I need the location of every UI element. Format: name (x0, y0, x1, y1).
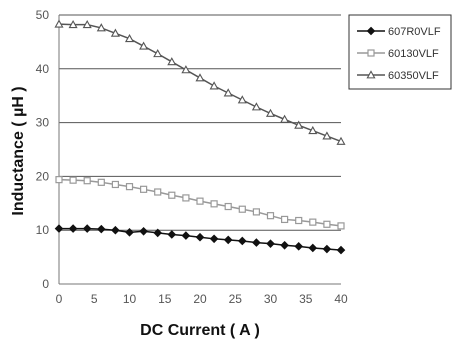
data-point (223, 235, 233, 245)
legend-box (348, 14, 452, 90)
data-point (54, 19, 64, 28)
data-point (294, 242, 304, 251)
data-point (209, 81, 219, 90)
data-point (167, 57, 177, 66)
data-point (308, 125, 318, 135)
data-point (68, 224, 78, 233)
data-point (308, 243, 318, 253)
x-tick-label: 25 (229, 292, 243, 306)
legend-label: 607R0VLF (388, 26, 441, 38)
data-point (181, 231, 191, 240)
data-point (266, 212, 275, 220)
data-point (55, 176, 63, 184)
y-tick-label: 40 (36, 62, 50, 76)
data-point (251, 102, 261, 111)
data-point (83, 177, 91, 185)
data-point (111, 180, 120, 189)
data-point (280, 240, 289, 250)
data-point (322, 244, 332, 254)
data-point (153, 228, 163, 238)
data-point (125, 228, 134, 237)
data-point (54, 224, 64, 233)
data-point (96, 23, 106, 32)
data-point (223, 88, 233, 97)
x-tick-label: 20 (193, 292, 207, 306)
data-point (154, 188, 162, 196)
data-point (323, 220, 331, 228)
data-point (139, 226, 148, 236)
legend-marker (366, 26, 376, 36)
data-point (309, 218, 317, 226)
legend-label: 60130VLF (388, 48, 439, 60)
data-point (111, 225, 120, 235)
y-tick-label: 10 (36, 223, 50, 237)
tick-labels: 0 10 20 30 40 50 0 5 10 15 20 25 30 35 40 (36, 8, 348, 306)
data-point (69, 176, 77, 184)
data-point (336, 245, 346, 255)
y-axis-title: Inductance ( µH ) (10, 86, 27, 215)
series-60350VLF (54, 19, 346, 145)
data-point (167, 230, 177, 239)
legend-marker (367, 49, 375, 57)
data-point (336, 136, 346, 145)
data-point (182, 194, 190, 202)
y-tick-label: 30 (36, 116, 50, 130)
data-point (110, 28, 120, 37)
x-tick-label: 40 (334, 292, 348, 306)
data-point (97, 178, 105, 186)
data-point (125, 183, 134, 191)
y-tick-label: 0 (42, 277, 49, 291)
data-point (68, 19, 78, 29)
data-point (295, 216, 303, 225)
data-point (82, 224, 92, 233)
x-tick-label: 10 (123, 292, 137, 306)
data-point (224, 202, 232, 211)
data-point (252, 208, 260, 216)
data-point (82, 19, 92, 29)
data-point (196, 197, 204, 205)
data-point (195, 232, 205, 242)
data-point (140, 185, 148, 193)
y-tick-label: 20 (36, 169, 50, 183)
plot-area (58, 15, 341, 285)
data-point (210, 200, 218, 208)
series-607R0VLF (54, 224, 346, 255)
data-point (181, 65, 191, 74)
data-point (139, 41, 149, 50)
x-tick-label: 15 (158, 292, 172, 306)
data-point (124, 33, 135, 43)
legend-label: 60350VLF (388, 70, 439, 82)
data-point (237, 236, 247, 246)
data-point (209, 234, 219, 244)
data-point (238, 205, 246, 213)
y-tick-label: 50 (36, 8, 50, 22)
gridlines (59, 14, 341, 231)
data-point (153, 49, 163, 58)
legend-marker (366, 70, 376, 79)
x-tick-label: 0 (56, 292, 63, 306)
data-point (337, 222, 345, 230)
x-tick-label: 30 (264, 292, 278, 306)
data-point (294, 120, 304, 129)
data-point (322, 131, 332, 140)
data-point (265, 108, 276, 117)
data-point (195, 73, 205, 82)
data-point (96, 224, 106, 234)
x-tick-label: 35 (299, 292, 313, 306)
x-axis-title: DC Current ( A ) (140, 322, 260, 339)
series-60130VLF (55, 176, 345, 230)
series-layer (54, 19, 346, 255)
legend: 607R0VLF 60130VLF 60350VLF (348, 14, 452, 90)
data-point (237, 95, 247, 104)
x-tick-label: 5 (91, 292, 98, 306)
data-point (266, 239, 275, 248)
data-point (252, 238, 261, 247)
data-point (281, 215, 289, 224)
data-point (168, 191, 176, 199)
data-point (280, 114, 290, 123)
